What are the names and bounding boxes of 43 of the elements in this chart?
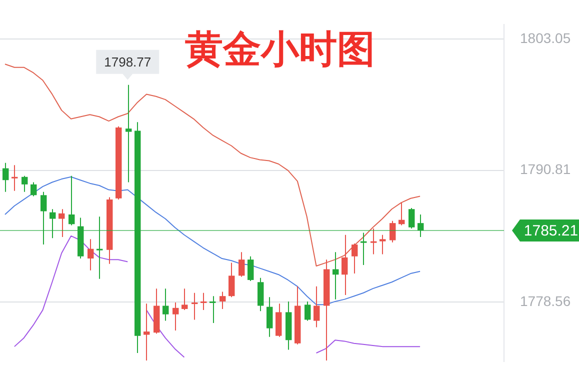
candlestick: [314, 286, 320, 328]
candlestick: [88, 238, 94, 271]
candlestick: [408, 208, 415, 229]
candlestick: [2, 162, 9, 192]
candlestick: [266, 296, 273, 338]
candlestick: [304, 300, 311, 322]
candlestick: [238, 252, 245, 278]
candlestick: [220, 291, 226, 310]
candlestick: [40, 191, 47, 246]
candlestick: [332, 252, 339, 300]
candlestick: [200, 292, 207, 311]
candlestick: [22, 175, 28, 192]
candlestick: [182, 288, 188, 311]
candlestick: [398, 202, 405, 226]
candlestick: [162, 288, 169, 322]
annotation: 1798.77: [104, 54, 152, 70]
candlestick: [192, 292, 198, 320]
y-tick-label: 1790.81: [520, 161, 571, 178]
candlestick: [144, 303, 150, 362]
candlestick: [96, 216, 103, 280]
candlestick: [248, 256, 254, 282]
candlestick: [370, 228, 377, 255]
candlestick: [12, 164, 18, 192]
candlestick: [258, 277, 264, 312]
candlestick: [30, 182, 37, 197]
chart-title: 黄金小时图: [185, 26, 375, 73]
candlestick: [58, 208, 65, 238]
ref-line-label: 1785.21: [524, 222, 578, 240]
y-tick-label: 1778.56: [520, 292, 571, 309]
candlestick: [68, 175, 75, 226]
candlestick: [50, 208, 56, 239]
candlestick: [360, 232, 367, 266]
candlestick: [126, 84, 132, 183]
candlestick: [276, 303, 282, 338]
candlestick: [418, 214, 424, 238]
candlestick: [210, 296, 216, 324]
candlestick: [172, 302, 179, 331]
candlestick: [228, 262, 235, 298]
candlestick: [342, 234, 348, 296]
candlestick: [380, 234, 386, 255]
y-tick-label: 1803.05: [520, 30, 571, 46]
candlestick: [390, 220, 396, 243]
candlestick: [352, 242, 358, 274]
